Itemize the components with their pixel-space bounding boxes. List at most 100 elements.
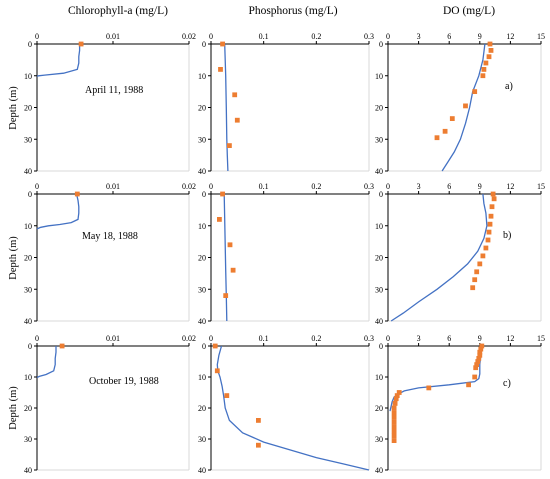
do-r3-observed-point-17 xyxy=(391,414,397,420)
do-r2-y-tick-label-4: 40 xyxy=(375,317,383,326)
phosphorus-r3-observed-point-1 xyxy=(214,368,220,374)
do-r3-observed-point-2 xyxy=(477,349,483,355)
do-r3-x-tick-label-0: 0 xyxy=(386,334,390,343)
do-r2-observed-point-3 xyxy=(488,213,494,219)
do-r2-x-tick-label-0: 0 xyxy=(386,182,390,191)
chlorophyll-r3-x-tick-label-2: 0.02 xyxy=(182,334,196,343)
chlorophyll-r2-model-line xyxy=(36,193,80,230)
phosphorus-r2-model-line xyxy=(223,193,228,322)
chlorophyll-r3-y-tick-label-3: 30 xyxy=(24,435,32,444)
do-r2-observed-point-4 xyxy=(487,221,493,227)
column-title-phosphorus: Phosphorus (mg/L) xyxy=(248,5,337,17)
do-r1-x-tick-label-1: 3 xyxy=(417,32,421,41)
chlorophyll-r3-observed-point-0 xyxy=(59,343,65,349)
chlorophyll-r2-y-tick-label-1: 10 xyxy=(24,222,32,231)
chlorophyll-r1-x-tick-label-0: 0 xyxy=(35,32,39,41)
chlorophyll-r2-x-tick-label-2: 0.02 xyxy=(182,182,196,191)
do-r2-y-tick-label-1: 10 xyxy=(375,222,383,231)
phosphorus-r1-x-tick-label-0: 0 xyxy=(209,32,213,41)
phosphorus-r2-x-tick-label-3: 0.3 xyxy=(364,182,374,191)
phosphorus-r1-y-tick-label-1: 10 xyxy=(198,72,206,81)
phosphorus-r3-model-line xyxy=(216,345,370,471)
do-r1-x-tick-label-5: 15 xyxy=(537,32,545,41)
do-r3-observed-point-22 xyxy=(391,438,397,443)
phosphorus-r1-x-tick-label-3: 0.3 xyxy=(364,32,374,41)
do-r2-y-tick-label-2: 20 xyxy=(375,254,383,263)
phosphorus-r2-y-tick-label-1: 10 xyxy=(198,222,206,231)
phosphorus-r3-x-tick-label-0: 0 xyxy=(209,334,213,343)
do-r1-y-tick-label-0: 0 xyxy=(379,40,383,49)
do-r2-observed-point-10 xyxy=(474,269,480,275)
phosphorus-r2-x-tick-label-0: 0 xyxy=(209,182,213,191)
y-axis-label-row-3: Depth (m) xyxy=(8,386,19,430)
chlorophyll-r3-y-tick-label-4: 40 xyxy=(24,466,32,475)
do-r2-observed-point-11 xyxy=(472,277,478,283)
do-r3-observed-point-14 xyxy=(392,401,398,406)
phosphorus-r3-y-tick-label-1: 10 xyxy=(198,373,206,382)
chlorophyll-r2-y-tick-label-3: 30 xyxy=(24,285,32,294)
do-r3-observed-point-16 xyxy=(391,410,397,416)
chlorophyll-r1-y-tick-label-4: 40 xyxy=(24,167,32,176)
do-r2-observed-point-1 xyxy=(491,196,497,202)
do-r1-y-tick-label-2: 20 xyxy=(375,104,383,113)
do-r3-x-tick-label-1: 3 xyxy=(417,334,421,343)
panel-label-a: a) xyxy=(505,81,513,92)
do-r3-y-tick-label-0: 0 xyxy=(379,342,383,351)
phosphorus-r1-observed-point-0 xyxy=(220,41,225,47)
column-title-do: DO (mg/L) xyxy=(443,5,495,17)
do-r1-x-tick-label-2: 6 xyxy=(447,32,451,41)
do-r1-observed-point-9 xyxy=(442,128,448,134)
y-axis-label-row-1: Depth (m) xyxy=(8,86,19,130)
column-title-chlorophyll: Chlorophyll-a (mg/L) xyxy=(68,5,168,17)
phosphorus-r1-model-line xyxy=(224,43,229,172)
do-r2-x-tick-label-2: 6 xyxy=(447,182,451,191)
phosphorus-r1-y-tick-label-0: 0 xyxy=(202,40,206,49)
phosphorus-r1-observed-point-2 xyxy=(232,92,238,98)
phosphorus-r1-y-tick-label-3: 30 xyxy=(198,135,206,144)
chlorophyll-r2-y-tick-label-4: 40 xyxy=(24,317,32,326)
phosphorus-r1-x-tick-label-1: 0.1 xyxy=(259,32,269,41)
do-r1-observed-point-8 xyxy=(449,116,455,121)
do-r2-model-line xyxy=(390,193,488,322)
phosphorus-r1-y-tick-label-4: 40 xyxy=(198,167,206,176)
do-r3-x-tick-label-3: 9 xyxy=(478,334,482,343)
phosphorus-r3-observed-point-0 xyxy=(212,343,218,349)
phosphorus-r1-observed-point-4 xyxy=(227,143,232,148)
do-r3-y-tick-label-2: 20 xyxy=(375,404,383,413)
do-r3-observed-point-4 xyxy=(476,356,482,361)
do-r3-y-tick-label-3: 30 xyxy=(375,435,383,444)
do-r3-observed-point-5 xyxy=(475,359,481,364)
chlorophyll-r1-y-tick-label-0: 0 xyxy=(28,40,32,49)
do-r2-observed-point-0 xyxy=(490,191,496,197)
do-r3-x-tick-label-5: 15 xyxy=(537,334,545,343)
do-r3-observed-point-18 xyxy=(391,419,397,425)
do-r3-observed-point-7 xyxy=(473,365,479,371)
do-r1-observed-point-5 xyxy=(480,73,486,79)
do-r1-observed-point-10 xyxy=(434,135,440,141)
do-r3-x-tick-label-4: 12 xyxy=(506,334,514,343)
do-r1-x-tick-label-0: 0 xyxy=(386,32,390,41)
do-r3-x-tick-label-2: 6 xyxy=(447,334,451,343)
do-r3-y-tick-label-1: 10 xyxy=(375,373,383,382)
phosphorus-r2-observed-point-1 xyxy=(217,217,222,222)
do-r1-x-tick-label-4: 12 xyxy=(506,32,514,41)
do-r1-model-line xyxy=(441,43,486,172)
chlorophyll-r1-y-tick-label-3: 30 xyxy=(24,135,32,144)
chlorophyll-r3-x-tick-label-0: 0 xyxy=(35,334,39,343)
chlorophyll-r3-y-tick-label-2: 20 xyxy=(24,404,32,413)
do-r3-y-tick-label-4: 40 xyxy=(375,466,383,475)
phosphorus-r2-observed-point-0 xyxy=(220,191,225,197)
date-label-october: October 19, 1988 xyxy=(89,376,159,387)
phosphorus-r3-x-tick-label-3: 0.3 xyxy=(364,334,374,343)
do-r2-y-tick-label-3: 30 xyxy=(375,285,383,294)
panel-label-b: b) xyxy=(503,230,511,241)
do-r3-observed-point-3 xyxy=(477,352,483,358)
do-r3-observed-point-0 xyxy=(479,343,485,349)
phosphorus-r2-observed-point-2 xyxy=(227,242,233,248)
do-r2-observed-point-7 xyxy=(483,245,489,251)
chlorophyll-r2-y-tick-label-0: 0 xyxy=(28,190,32,199)
chlorophyll-r3-y-tick-label-1: 10 xyxy=(24,373,32,382)
do-r2-observed-point-5 xyxy=(486,229,492,235)
phosphorus-r2-x-tick-label-2: 0.2 xyxy=(311,182,321,191)
do-r1-y-tick-label-3: 30 xyxy=(375,135,383,144)
